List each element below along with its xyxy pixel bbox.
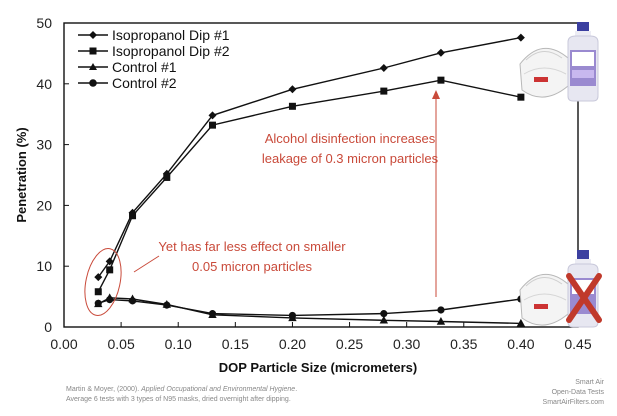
citation-journal: Applied Occupational and Environmental H… [140, 386, 295, 393]
data-point-square [163, 173, 171, 181]
annotation-alcohol: Alcohol disinfection increases leakage o… [262, 90, 440, 297]
series-4 [94, 295, 525, 320]
legend-circle-marker [89, 79, 97, 87]
data-point-square [208, 121, 216, 129]
data-point-circle [94, 299, 102, 307]
y-tick-labels: 0 10 20 30 40 50 [36, 15, 52, 335]
data-point-square [437, 76, 445, 84]
credit-line-3: SmartAirFilters.com [543, 399, 605, 406]
data-point-circle [163, 301, 171, 309]
x-tick-label: 0.40 [507, 336, 534, 352]
x-tick-label: 0.25 [336, 336, 363, 352]
legend-entry-1: Isopropanol Dip #1 [78, 27, 230, 43]
legend-label-2: Isopropanol Dip #2 [112, 43, 230, 59]
x-tick-label: 0.10 [165, 336, 192, 352]
x-tick-label: 0.30 [393, 336, 420, 352]
annotation-smaller-line1: Yet has far less effect on smaller [158, 239, 346, 254]
n95-mask-icon [519, 274, 569, 326]
data-point-diamond [288, 85, 297, 94]
citation-line-2: Average 6 tests with 3 types of N95 mask… [66, 396, 291, 403]
data-point-triangle [516, 318, 526, 327]
cross-out-icon [566, 273, 602, 323]
mask-and-alcohol-bottle-image [519, 22, 599, 102]
data-point-square [517, 93, 525, 101]
data-point-circle [380, 310, 388, 318]
x-tick-label: 0.20 [279, 336, 306, 352]
annotation-smaller-line2: 0.05 micron particles [192, 259, 312, 274]
data-point-square [106, 266, 114, 274]
credit-line-1: Smart Air [575, 379, 604, 386]
data-point-circle [128, 297, 137, 305]
series-layer [94, 33, 526, 327]
y-axis-label: Penetration (%) [14, 127, 29, 222]
legend-entry-3: Control #1 [78, 59, 177, 75]
series-2 [94, 76, 525, 296]
data-point-circle [106, 296, 114, 304]
data-point-triangle [436, 317, 446, 325]
data-point-circle [208, 310, 217, 318]
series-line [98, 298, 521, 317]
x-tick-label: 0.35 [450, 336, 477, 352]
y-tick-label: 30 [36, 137, 52, 153]
x-tick-label: 0.45 [564, 336, 591, 352]
data-point-triangle [379, 315, 389, 324]
legend-label-1: Isopropanol Dip #1 [112, 27, 230, 43]
data-point-diamond [94, 273, 103, 282]
legend-triangle-marker [89, 63, 97, 70]
annotation-alcohol-line2: leakage of 0.3 micron particles [262, 151, 439, 166]
legend-label-3: Control #1 [112, 59, 177, 75]
data-point-square [129, 212, 137, 220]
x-axis-label: DOP Particle Size (micrometers) [219, 360, 417, 375]
data-point-diamond [516, 33, 525, 42]
data-point-square [288, 102, 296, 110]
x-tick-label: 0.00 [50, 336, 77, 352]
series-3 [94, 293, 526, 327]
data-point-square [94, 288, 102, 296]
legend-entry-2: Isopropanol Dip #2 [78, 43, 230, 59]
annotation-pointer-line [133, 255, 160, 273]
y-tick-label: 10 [36, 258, 52, 274]
alcohol-bottle-icon [567, 22, 599, 102]
data-point-circle [288, 311, 297, 320]
legend: Isopropanol Dip #1 Isopropanol Dip #2 Co… [78, 27, 230, 91]
y-tick-label: 50 [36, 15, 52, 31]
data-point-diamond [379, 63, 388, 72]
y-tick-label: 40 [36, 76, 52, 92]
x-tick-label: 0.15 [222, 336, 249, 352]
footer-credit: Smart Air Open-Data Tests SmartAirFilter… [543, 379, 605, 406]
legend-diamond-marker [89, 31, 97, 39]
data-point-diamond [436, 48, 445, 57]
data-point-circle [437, 306, 445, 314]
annotation-smaller: Yet has far less effect on smaller 0.05 … [84, 239, 346, 316]
footer-citation: Martin & Moyer, (2000). Applied Occupati… [66, 386, 297, 403]
citation-period: . [295, 386, 297, 393]
annotation-arrowhead [432, 90, 440, 99]
x-tick-labels: 0.00 0.05 0.10 0.15 0.20 0.25 0.30 0.35 0.40 0.45 [50, 336, 591, 352]
highlight-circle [84, 248, 122, 316]
citation-authors: Martin & Moyer, (2000). [66, 386, 141, 393]
annotation-alcohol-line1: Alcohol disinfection increases [265, 131, 436, 146]
series-line [97, 297, 521, 325]
credit-line-2: Open-Data Tests [552, 389, 605, 396]
x-tick-label: 0.05 [107, 336, 134, 352]
y-tick-label: 20 [36, 197, 52, 213]
mask-no-alcohol-image [519, 250, 602, 328]
legend-square-marker [89, 47, 97, 55]
legend-entry-4: Control #2 [78, 75, 177, 91]
legend-label-4: Control #2 [112, 75, 177, 91]
data-point-square [380, 87, 388, 95]
y-tick-label: 0 [44, 319, 52, 335]
n95-mask-icon [519, 48, 569, 98]
citation-line-1: Martin & Moyer, (2000). Applied Occupati… [66, 386, 297, 393]
plot-frame [63, 22, 579, 328]
data-point-diamond [208, 111, 217, 120]
